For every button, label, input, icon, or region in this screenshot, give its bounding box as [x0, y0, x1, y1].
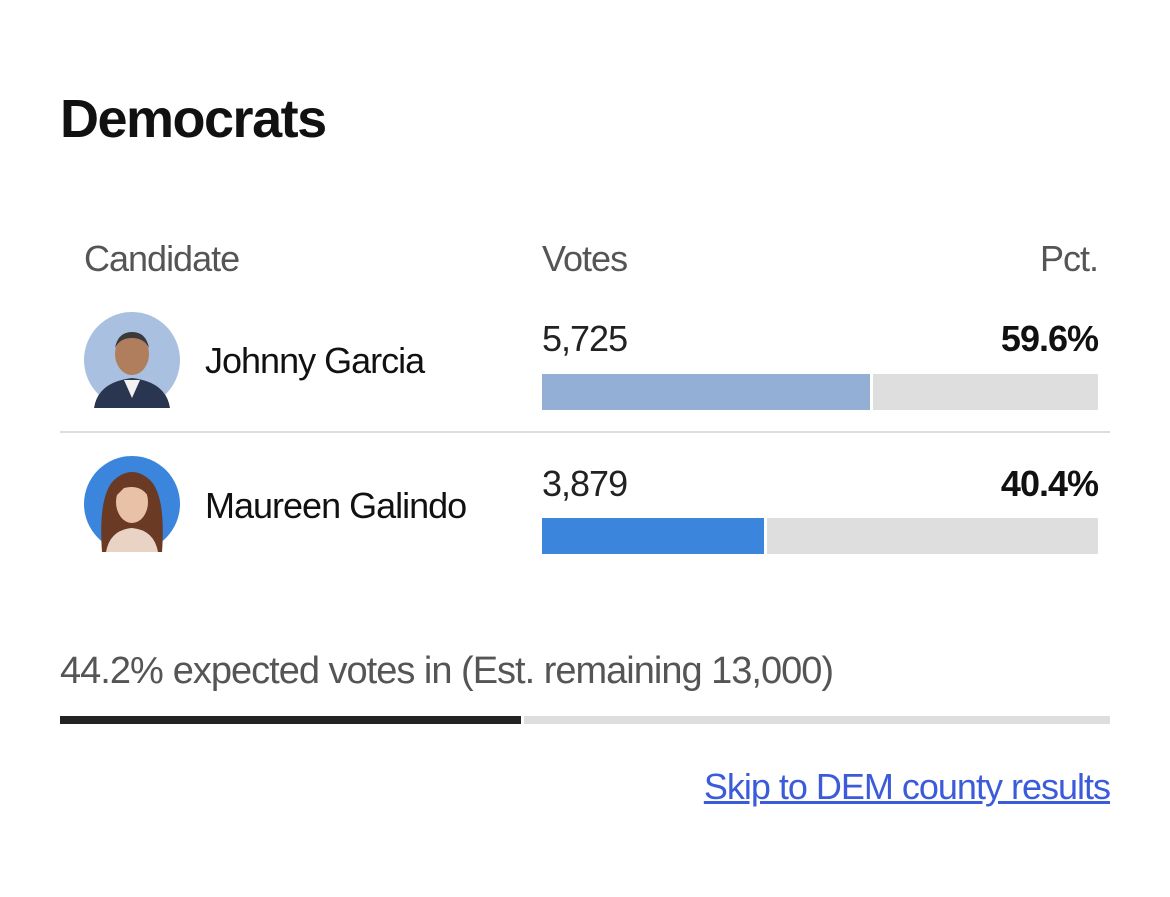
column-header: Votes: [542, 238, 628, 279]
column-header: Pct.: [1039, 238, 1099, 279]
expected-votes: 44.2% expected votes in (Est. remaining 1…: [60, 650, 834, 693]
bar-track: [542, 518, 1098, 554]
vote-count: 3,879: [542, 463, 628, 504]
expected-text: expected votes in (Est. remaining 13,000…: [172, 650, 834, 692]
progress-track: [60, 716, 1110, 724]
row-separator: [60, 431, 1110, 433]
vote-percent: 40.4%: [1000, 463, 1099, 504]
column-header: Candidate: [84, 238, 240, 279]
county-results-link[interactable]: Skip to DEM county results: [703, 766, 1111, 807]
candidate-name: Johnny Garcia: [205, 340, 425, 381]
progress-bar: [60, 716, 525, 724]
candidate-photo: [84, 312, 180, 408]
bar-track: [542, 374, 1098, 410]
vote-bar: [542, 518, 767, 554]
candidate-photo: [84, 456, 180, 552]
candidate-name: Maureen Galindo: [205, 485, 467, 526]
vote-percent: 59.6%: [1000, 318, 1099, 359]
section-title: Democrats: [60, 89, 327, 149]
vote-count: 5,725: [542, 318, 628, 359]
expected-percent: 44.2%: [60, 650, 164, 692]
vote-bar: [542, 374, 874, 410]
